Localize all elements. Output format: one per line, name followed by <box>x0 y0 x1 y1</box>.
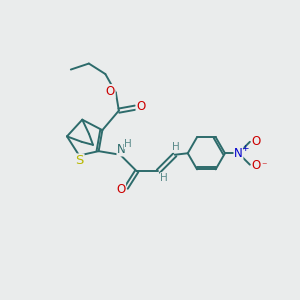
Text: O: O <box>116 183 125 196</box>
Text: O: O <box>136 100 146 112</box>
Text: H: H <box>160 173 168 183</box>
Text: O: O <box>252 135 261 148</box>
Text: H: H <box>172 142 179 152</box>
Text: O: O <box>252 159 261 172</box>
Text: O: O <box>106 85 115 98</box>
Text: N: N <box>234 147 243 160</box>
Text: H: H <box>124 139 132 149</box>
Text: ⁻: ⁻ <box>262 161 267 171</box>
Text: S: S <box>76 154 84 167</box>
Text: N: N <box>117 143 126 156</box>
Text: +: + <box>241 144 248 153</box>
